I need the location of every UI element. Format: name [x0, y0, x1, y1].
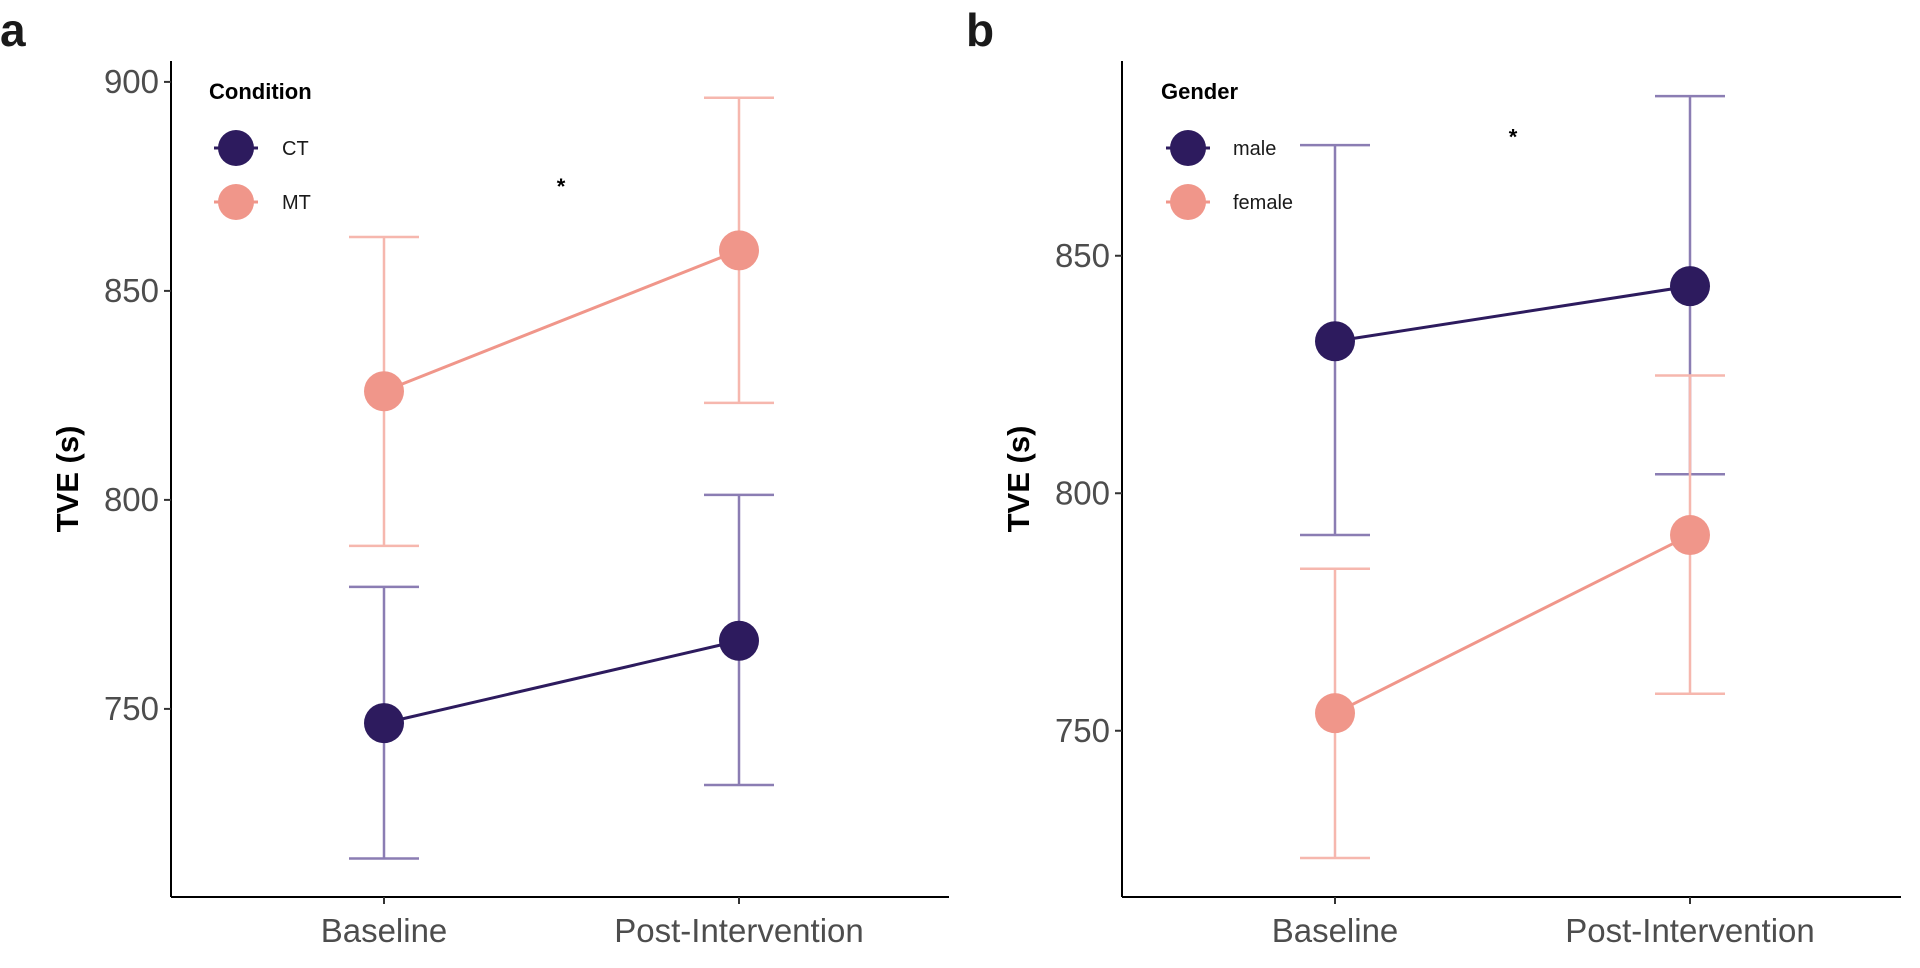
data-point-female-0	[1315, 693, 1355, 734]
legend: Gender male female	[1161, 79, 1293, 220]
x-tick-label: Post-Intervention	[614, 912, 863, 949]
y-tick-label: 900	[104, 63, 159, 100]
y-axis-title: TVE (s)	[1001, 426, 1036, 533]
x-tick-label: Baseline	[321, 912, 448, 949]
series-line-MT	[383, 248, 740, 393]
legend-label: male	[1233, 138, 1276, 160]
data-point-male-0	[1315, 321, 1355, 362]
data-point-CT-0	[364, 703, 404, 744]
y-tick-label: 850	[104, 272, 159, 309]
y-tick-label: 750	[104, 690, 159, 727]
data-point-MT-1	[719, 230, 759, 271]
legend: Condition CT MT	[209, 79, 312, 220]
data-point-MT-0	[364, 371, 404, 412]
data-point-CT-1	[719, 620, 759, 661]
legend-title: Gender	[1161, 79, 1238, 104]
legend-label: female	[1233, 192, 1293, 214]
x-tick-label: Baseline	[1272, 912, 1399, 949]
legend-title: Condition	[209, 79, 312, 104]
data-point-female-1	[1670, 515, 1710, 556]
significance-marker: *	[557, 174, 566, 199]
legend-label: CT	[282, 138, 309, 160]
legend-key-male	[1170, 130, 1206, 166]
y-tick-label: 800	[1055, 474, 1110, 511]
legend-key-female	[1170, 184, 1206, 220]
y-tick-label: 800	[104, 481, 159, 518]
series-line-male	[1334, 284, 1691, 343]
legend-key-CT	[218, 130, 254, 166]
panel-a: a 750 800 850 900 Baseline Post-Intervention TV…	[0, 4, 949, 949]
panel-label: a	[0, 4, 26, 56]
y-tick-label: 750	[1055, 712, 1110, 749]
data-point-male-1	[1670, 266, 1710, 307]
series-line-CT	[383, 639, 740, 725]
legend-label: MT	[282, 192, 311, 214]
legend-key-MT	[218, 184, 254, 220]
significance-marker: *	[1509, 124, 1518, 149]
series-line-female	[1334, 533, 1691, 715]
panel-b: b 750 800 850 Baseline Post-Intervention TVE (…	[966, 4, 1901, 949]
y-tick-label: 850	[1055, 237, 1110, 274]
y-axis-title: TVE (s)	[50, 426, 85, 533]
x-tick-label: Post-Intervention	[1565, 912, 1814, 949]
panel-label: b	[966, 4, 994, 56]
